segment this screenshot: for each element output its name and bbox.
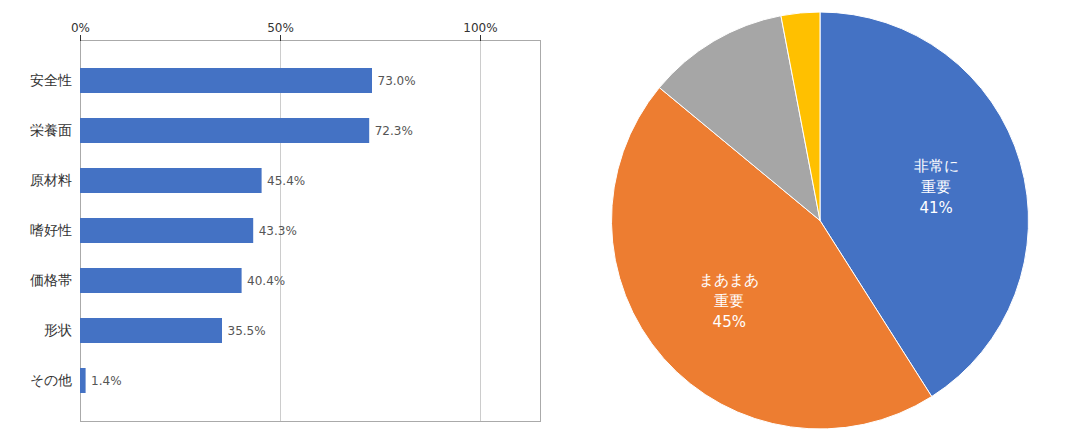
svg-text:73.0%: 73.0% [378,74,416,88]
svg-text:価格帯: 価格帯 [30,272,72,288]
svg-text:その他: その他 [30,372,72,388]
svg-text:非常に重要41%: 非常に重要41% [914,157,959,217]
svg-text:嗜好性: 嗜好性 [30,222,72,238]
svg-text:43.3%: 43.3% [259,224,297,238]
svg-text:栄養面: 栄養面 [30,122,72,138]
svg-text:45.4%: 45.4% [267,174,305,188]
svg-text:安全性: 安全性 [30,72,72,88]
svg-text:72.3%: 72.3% [375,124,413,138]
svg-text:35.5%: 35.5% [228,324,266,338]
svg-text:40.4%: 40.4% [247,274,285,288]
svg-text:100%: 100% [463,21,497,35]
svg-text:まあまあ重要45%: まあまあ重要45% [699,271,759,331]
svg-text:原材料: 原材料 [30,172,72,188]
svg-text:1.4%: 1.4% [91,374,122,388]
svg-text:形状: 形状 [44,322,72,338]
svg-text:50%: 50% [267,21,294,35]
svg-text:0%: 0% [71,21,90,35]
